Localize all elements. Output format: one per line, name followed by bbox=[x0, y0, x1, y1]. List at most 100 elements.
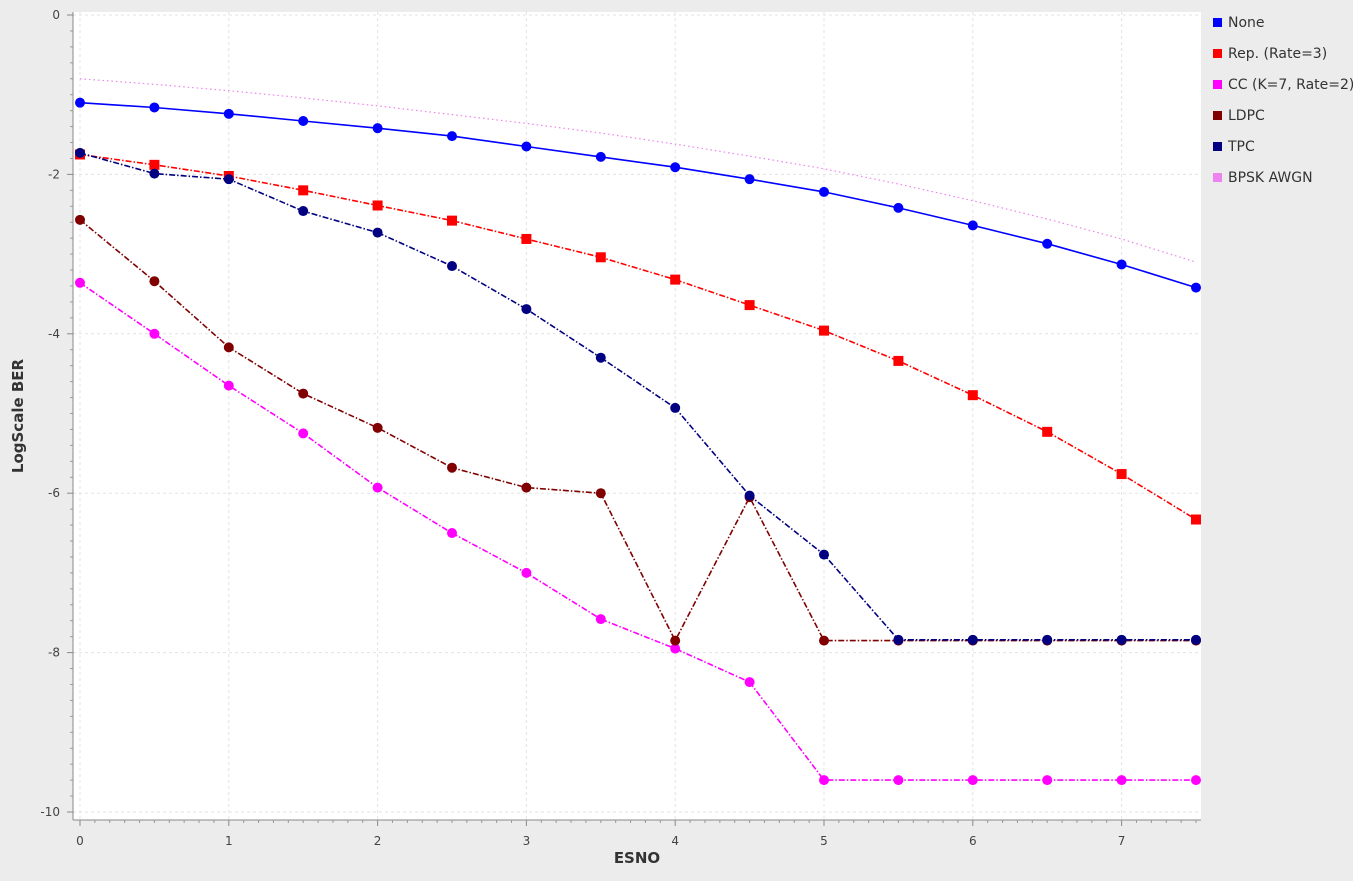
data-point bbox=[372, 482, 383, 493]
data-point bbox=[447, 261, 457, 272]
series-2 bbox=[75, 277, 1201, 786]
y-tick-label: -8 bbox=[48, 646, 60, 660]
legend-swatch bbox=[1213, 173, 1222, 182]
data-point bbox=[521, 141, 532, 152]
data-point bbox=[75, 147, 85, 158]
data-point bbox=[447, 528, 457, 539]
data-point bbox=[298, 388, 309, 399]
data-point bbox=[223, 174, 234, 185]
legend-label: BPSK AWGN bbox=[1228, 170, 1313, 186]
legend-label: CC (K=7, Rate=2) bbox=[1228, 77, 1353, 93]
data-point bbox=[521, 304, 532, 315]
data-point bbox=[893, 775, 904, 786]
data-point bbox=[595, 352, 606, 363]
x-axis-title: ESNO bbox=[614, 849, 660, 867]
data-point bbox=[670, 643, 681, 654]
data-point bbox=[149, 102, 160, 113]
y-tick-label: -10 bbox=[40, 805, 60, 819]
legend-label: None bbox=[1228, 15, 1265, 31]
data-point bbox=[372, 422, 383, 433]
data-point bbox=[670, 635, 681, 646]
y-tick-label: -6 bbox=[48, 486, 60, 500]
data-point bbox=[670, 402, 681, 413]
plot-area bbox=[73, 12, 1201, 820]
data-point bbox=[1042, 238, 1053, 249]
series-line bbox=[79, 152, 1196, 641]
series bbox=[75, 78, 1201, 786]
legend-swatch bbox=[1213, 111, 1222, 120]
data-point bbox=[298, 206, 309, 217]
data-point bbox=[521, 567, 532, 578]
grid bbox=[73, 12, 1201, 820]
data-point bbox=[372, 123, 383, 134]
data-point bbox=[149, 276, 160, 287]
x-tick-label: 4 bbox=[671, 834, 679, 848]
series-4 bbox=[75, 147, 1201, 645]
x-tick-label: 3 bbox=[523, 834, 531, 848]
legend-label: Rep. (Rate=3) bbox=[1228, 46, 1327, 62]
axes: 0 1 2 3 4 5 6 7 0 -2 -4 -6 -8 -10 bbox=[40, 8, 1201, 848]
data-point bbox=[744, 490, 755, 501]
data-point bbox=[819, 549, 829, 560]
legend-label: TPC bbox=[1227, 139, 1255, 155]
data-point bbox=[149, 328, 160, 339]
x-tick-label: 5 bbox=[820, 834, 828, 848]
legend: None Rep. (Rate=3) CC (K=7, Rate=2) LDPC TPC… bbox=[1213, 15, 1353, 186]
data-point bbox=[1116, 634, 1127, 645]
series-0 bbox=[75, 97, 1201, 293]
series-line bbox=[79, 101, 1197, 289]
data-point bbox=[75, 97, 85, 108]
series-line bbox=[79, 219, 1196, 643]
data-point bbox=[967, 390, 978, 401]
data-point bbox=[595, 614, 606, 625]
data-point bbox=[967, 634, 978, 645]
data-point bbox=[1042, 634, 1053, 645]
data-point bbox=[595, 252, 606, 263]
data-point bbox=[75, 277, 85, 288]
data-point bbox=[447, 131, 457, 142]
x-tick-label: 0 bbox=[76, 834, 84, 848]
data-point bbox=[744, 300, 755, 311]
series-line bbox=[79, 153, 1197, 521]
x-tick-label: 1 bbox=[225, 834, 233, 848]
data-point bbox=[372, 227, 383, 238]
data-point bbox=[1191, 634, 1201, 645]
data-point bbox=[1042, 426, 1053, 437]
data-point bbox=[223, 342, 234, 353]
data-point bbox=[893, 634, 904, 645]
data-point bbox=[521, 482, 532, 493]
data-point bbox=[1042, 775, 1053, 786]
legend-swatch bbox=[1213, 49, 1222, 58]
y-tick-label: 0 bbox=[52, 8, 60, 22]
x-tick-label: 2 bbox=[374, 834, 382, 848]
data-point bbox=[819, 775, 829, 786]
data-point bbox=[670, 162, 681, 173]
data-point bbox=[223, 108, 234, 119]
legend-label: LDPC bbox=[1228, 108, 1265, 124]
legend-swatch bbox=[1213, 142, 1222, 151]
data-point bbox=[893, 355, 904, 366]
data-point bbox=[819, 635, 829, 646]
y-tick-label: -2 bbox=[48, 167, 60, 181]
data-point bbox=[595, 488, 606, 499]
data-point bbox=[1191, 514, 1201, 525]
legend-swatch bbox=[1213, 18, 1222, 27]
data-point bbox=[447, 462, 457, 473]
y-tick-label: -4 bbox=[48, 327, 60, 341]
data-point bbox=[223, 380, 234, 391]
y-axis-title: LogScale BER bbox=[9, 358, 27, 473]
data-point bbox=[1116, 259, 1127, 270]
data-point bbox=[967, 220, 978, 231]
data-point bbox=[447, 215, 457, 226]
data-point bbox=[1191, 775, 1201, 786]
data-point bbox=[595, 151, 606, 162]
data-point bbox=[819, 186, 829, 197]
data-point bbox=[75, 214, 85, 225]
data-point bbox=[819, 325, 829, 336]
data-point bbox=[744, 174, 755, 185]
series-line bbox=[79, 282, 1196, 781]
data-point bbox=[372, 200, 383, 211]
data-point bbox=[149, 168, 160, 179]
